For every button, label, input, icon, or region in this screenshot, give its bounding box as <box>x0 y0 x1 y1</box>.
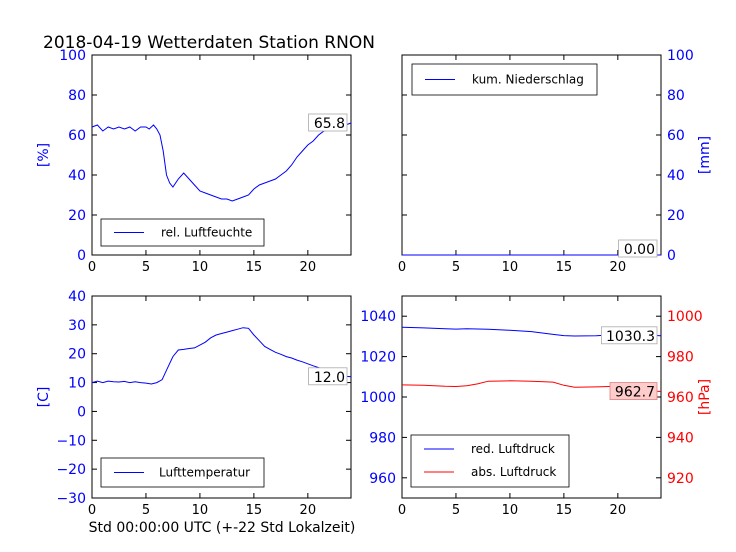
end-value-box <box>308 113 348 132</box>
series-line-lufttemperatur <box>91 327 352 385</box>
end-value-box <box>609 382 658 400</box>
y-right-tick-label: 940 <box>667 430 694 446</box>
x-tick-label: 0 <box>88 260 96 275</box>
y-tick-label: 40 <box>68 168 86 184</box>
end-value-label: 12.0 <box>314 370 345 386</box>
y-tick-label: −30 <box>56 491 86 507</box>
y-right-tick-label: 1000 <box>667 309 703 325</box>
y-tick-label: 1000 <box>360 390 396 406</box>
x-tick-label: 20 <box>300 503 317 518</box>
y-axis-label: [C] <box>36 387 52 408</box>
x-tick-label: 5 <box>452 503 460 518</box>
x-tick-label: 10 <box>192 503 209 518</box>
x-tick-label: 10 <box>502 260 519 275</box>
y-tick-label: 1040 <box>360 309 396 325</box>
y-tick-label: 100 <box>59 48 86 64</box>
end-value-box <box>308 367 348 386</box>
legend-label: red. Luftdruck <box>471 442 555 456</box>
y-tick-label: 40 <box>68 289 86 305</box>
figure-title: 2018-04-19 Wetterdaten Station RNON <box>43 33 375 53</box>
y-tick-label: 60 <box>667 128 685 144</box>
x-tick-label: 15 <box>556 260 573 275</box>
series-line-rel--luftfeuchte <box>91 122 352 202</box>
x-tick-label: 0 <box>398 503 406 518</box>
x-tick-label: 15 <box>556 503 573 518</box>
legend-label: rel. Luftfeuchte <box>161 226 252 240</box>
x-tick-label: 5 <box>142 503 150 518</box>
x-tick-label: 5 <box>452 260 460 275</box>
x-tick-label: 0 <box>398 260 406 275</box>
y-right-tick-label: 980 <box>667 350 694 366</box>
x-tick-label: 5 <box>142 260 150 275</box>
x-tick-label: 10 <box>502 503 519 518</box>
y-tick-label: 0 <box>77 404 86 420</box>
x-axis-label: Std 00:00:00 UTC (+-22 Std Lokalzeit) <box>89 520 356 536</box>
y-tick-label: 40 <box>667 168 685 184</box>
chart-precipitation: 0 5 10 15 20 0 20 40 60 80 100 [mm] kum. Niederschla… <box>398 48 713 275</box>
end-value-label: 0.00 <box>624 242 655 258</box>
end-value-label: 962.7 <box>615 385 655 401</box>
y-tick-label: 20 <box>667 208 685 224</box>
y-tick-label: 1020 <box>360 350 396 366</box>
y-tick-label: 960 <box>369 471 396 487</box>
x-tick-label: 15 <box>246 260 263 275</box>
legend-label: kum. Niederschlag <box>472 73 584 87</box>
legend: red. Luftdruck abs. Luftdruck <box>410 434 570 488</box>
legend-label: Lufttemperatur <box>159 466 250 480</box>
end-value-box <box>618 239 658 258</box>
y-tick-label: −10 <box>56 433 86 449</box>
y-right-tick-label: 960 <box>667 390 694 406</box>
chart-temperature: 0 5 10 15 20 −30 −20 −10 0 10 20 30 40 [C] Lufttempera… <box>36 289 352 518</box>
y-tick-label: 10 <box>68 376 86 392</box>
x-tick-label: 15 <box>246 503 263 518</box>
y-tick-label: 80 <box>68 88 86 104</box>
end-value-label: 1030.3 <box>606 329 655 345</box>
y-tick-label: −20 <box>56 462 86 478</box>
x-tick-label: 20 <box>300 260 317 275</box>
legend: rel. Luftfeuchte <box>100 218 265 247</box>
series-line-abs--luftdruck <box>401 380 662 392</box>
y-tick-label: 980 <box>369 430 396 446</box>
y-tick-label: 0 <box>77 248 86 264</box>
x-tick-label: 10 <box>192 260 209 275</box>
y-axis-label: [%] <box>36 143 52 167</box>
y-tick-label: 30 <box>68 318 86 334</box>
legend-label: abs. Luftdruck <box>471 465 556 479</box>
legend-box <box>100 218 265 247</box>
legend-box <box>410 434 570 488</box>
x-tick-label: 20 <box>610 503 627 518</box>
end-value-box <box>601 326 658 345</box>
y-axis-label: [mm] <box>697 136 713 174</box>
legend: Lufttemperatur <box>100 457 265 488</box>
y-right-tick-label: 920 <box>667 471 694 487</box>
x-tick-label: 0 <box>88 503 96 518</box>
y-tick-label: 0 <box>667 248 676 264</box>
x-tick-label: 20 <box>610 260 627 275</box>
chart-humidity: 0 5 10 15 20 0 20 40 60 80 100 [%] rel. Luftfeuchte 6… <box>36 48 352 275</box>
y-tick-label: 20 <box>68 347 86 363</box>
y-tick-label: 60 <box>68 128 86 144</box>
end-value-label: 65.8 <box>314 116 345 132</box>
y-tick-label: 80 <box>667 88 685 104</box>
y-tick-label: 100 <box>667 48 694 64</box>
y-tick-label: 20 <box>68 208 86 224</box>
chart-pressure: 0 5 10 15 20 960 980 1000 1020 1040 920 940 960 980 10… <box>360 295 713 518</box>
y-axis-label: [hPa] <box>697 379 713 415</box>
legend: kum. Niederschlag <box>411 63 598 96</box>
